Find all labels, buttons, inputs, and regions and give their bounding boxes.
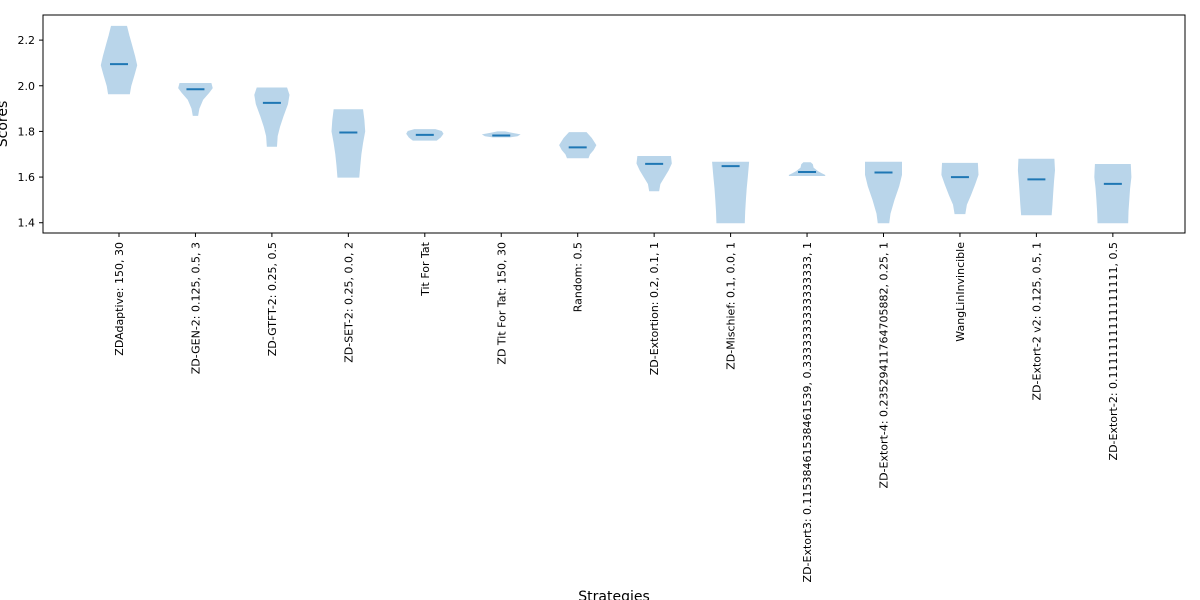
- violin-7: [636, 156, 672, 192]
- y-tick-label-4: 2.2: [18, 34, 36, 47]
- violins-layer: [100, 25, 1132, 224]
- violin-6: [559, 132, 597, 159]
- x-tick-label-13: ZD-Extort-2: 0.1111111111111111, 0.5: [1107, 242, 1120, 460]
- x-tick-label-3: ZD-SET-2: 0.25, 0.0, 2: [342, 242, 355, 363]
- x-tick-label-5: ZD Tit For Tat: 150, 30: [495, 242, 508, 365]
- y-tick-label-2: 1.8: [18, 125, 36, 138]
- x-axis: ZDAdaptive: 150, 30 ZD-GEN-2: 0.125, 0.5,…: [113, 233, 1120, 582]
- x-tick-label-12: ZD-Extort-2 v2: 0.125, 0.5, 1: [1030, 242, 1043, 400]
- x-tick-label-7: ZD-Extortion: 0.2, 0.1, 1: [648, 242, 661, 375]
- x-tick-label-8: ZD-Mischief: 0.1, 0.0, 1: [725, 242, 738, 370]
- y-tick-label-1: 1.6: [18, 171, 36, 184]
- y-tick-label-0: 1.4: [18, 217, 36, 230]
- x-tick-label-6: Random: 0.5: [572, 242, 585, 312]
- violin-11: [941, 162, 979, 215]
- violin-5: [481, 131, 521, 138]
- violin-2: [254, 87, 290, 147]
- plot-frame: [42, 14, 1186, 234]
- x-tick-label-9: ZD-Extort3: 0.11538461538461539, 0.33333…: [801, 242, 814, 582]
- y-tick-label-3: 2.0: [18, 80, 36, 93]
- x-tick-label-4: Tit For Tat: [419, 241, 432, 297]
- y-axis-label: Scores: [0, 101, 11, 148]
- violin-12: [1017, 158, 1056, 216]
- x-tick-label-0: ZDAdaptive: 150, 30: [113, 242, 126, 356]
- violin-10: [865, 161, 902, 224]
- violin-0: [100, 25, 138, 95]
- medians-layer: [110, 63, 1122, 185]
- violin-8: [712, 161, 750, 224]
- violin-3: [331, 109, 366, 178]
- x-axis-label: Strategies: [578, 589, 650, 600]
- x-tick-label-11: WangLinInvincible: [954, 242, 967, 342]
- violin-9: [788, 162, 826, 176]
- y-axis: 1.4 1.6 1.8 2.0 2.2: [18, 34, 43, 230]
- x-tick-label-1: ZD-GEN-2: 0.125, 0.5, 3: [189, 242, 202, 374]
- violin-1: [178, 83, 213, 116]
- x-tick-label-10: ZD-Extort-4: 0.23529411764705882, 0.25, …: [878, 242, 891, 488]
- x-tick-label-2: ZD-GTFT-2: 0.25, 0.5: [266, 242, 279, 356]
- violin-13: [1094, 164, 1132, 224]
